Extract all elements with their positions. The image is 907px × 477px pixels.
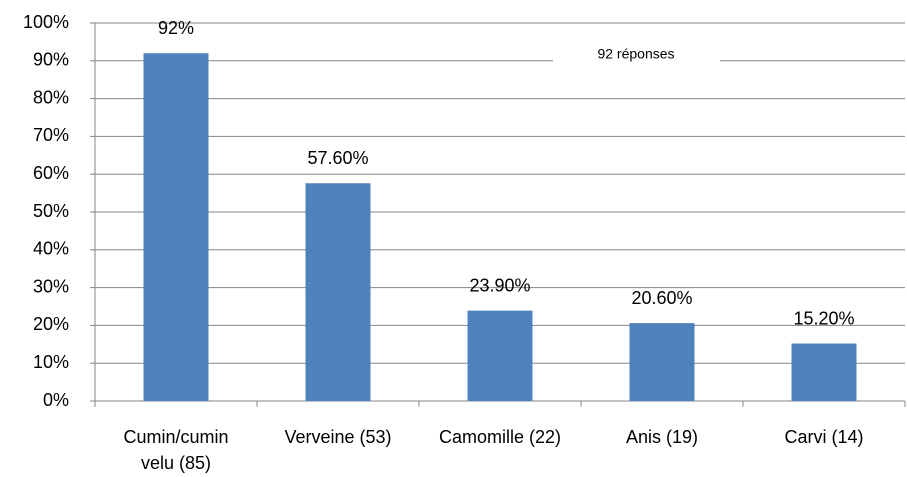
y-tick-label: 70%	[33, 125, 69, 145]
bar	[629, 323, 695, 401]
y-tick-label: 90%	[33, 50, 69, 70]
y-tick-label: 30%	[33, 276, 69, 296]
bar	[467, 310, 533, 401]
y-tick-label: 50%	[33, 201, 69, 221]
data-label: 23.90%	[469, 275, 530, 295]
y-tick-label: 100%	[23, 12, 69, 32]
y-tick-label: 40%	[33, 239, 69, 259]
x-tick-label: Cumin/cumin velu (85)	[123, 427, 229, 473]
data-label: 20.60%	[631, 288, 692, 308]
bar	[143, 53, 209, 402]
y-tick-label: 20%	[33, 314, 69, 334]
annotation: 92 réponses	[597, 46, 674, 62]
bar	[305, 183, 371, 401]
x-tick-label: Anis (19)	[625, 427, 699, 447]
bar	[791, 343, 857, 401]
x-tick-label: Carvi (14)	[784, 427, 864, 447]
y-tick-label: 10%	[33, 352, 69, 372]
annotation-box	[553, 40, 720, 70]
x-tick-label: Verveine (53)	[284, 427, 392, 447]
data-label: 92%	[158, 18, 194, 38]
y-tick-label: 60%	[33, 163, 69, 183]
y-tick-label: 80%	[33, 87, 69, 107]
data-label: 15.20%	[793, 308, 854, 328]
x-tick-label: Camomille (22)	[438, 427, 562, 447]
data-label: 57.60%	[307, 148, 368, 168]
y-tick-label: 0%	[43, 390, 69, 410]
